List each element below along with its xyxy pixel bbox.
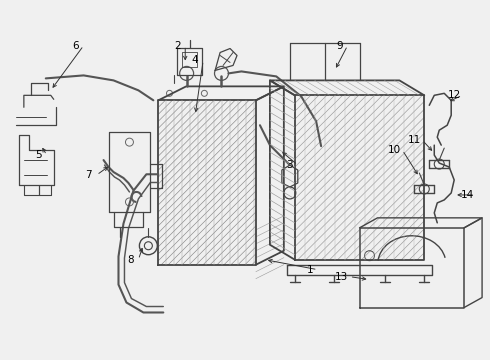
Text: 6: 6 [73, 41, 79, 50]
Text: 7: 7 [85, 170, 92, 180]
Text: 4: 4 [192, 55, 198, 66]
Text: 14: 14 [461, 190, 474, 200]
Text: 10: 10 [388, 145, 401, 155]
Text: 5: 5 [35, 150, 42, 160]
Text: 12: 12 [447, 90, 461, 100]
Text: 11: 11 [408, 135, 421, 145]
Text: 13: 13 [335, 272, 348, 282]
Text: 3: 3 [287, 160, 293, 170]
Circle shape [140, 237, 157, 255]
Text: 2: 2 [174, 41, 181, 50]
Text: 1: 1 [306, 265, 313, 275]
Text: 9: 9 [336, 41, 343, 50]
Text: 8: 8 [127, 255, 134, 265]
